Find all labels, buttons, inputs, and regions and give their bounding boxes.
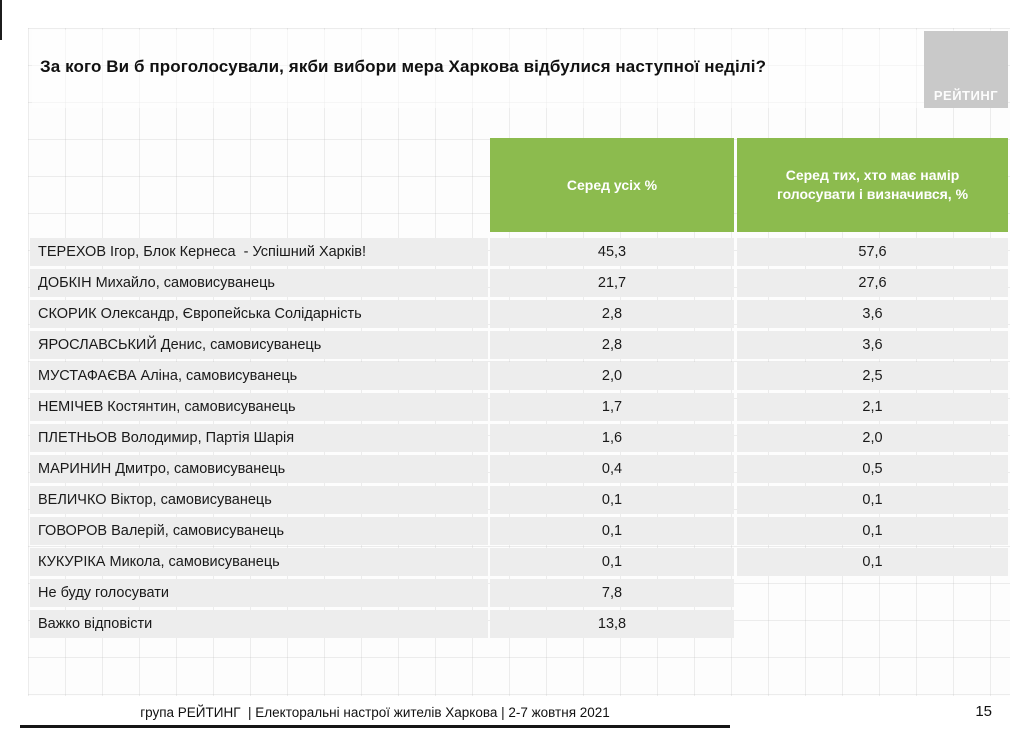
candidate-label: ПЛЕТНЬОВ Володимир, Партія Шарія	[30, 424, 488, 452]
table-body: ТЕРЕХОВ Ігор, Блок Кернеса - Успішний Ха…	[30, 238, 1008, 641]
value-among-all: 0,1	[490, 548, 734, 576]
value-among-all: 0,1	[490, 486, 734, 514]
value-among-all: 0,1	[490, 517, 734, 545]
candidate-label: ТЕРЕХОВ Ігор, Блок Кернеса - Успішний Ха…	[30, 238, 488, 266]
value-among-all: 2,0	[490, 362, 734, 390]
value-among-decided: 0,1	[737, 548, 1008, 576]
table-row: ПЛЕТНЬОВ Володимир, Партія Шарія 1,6 2,0	[30, 424, 1008, 452]
table-row: Важко відповісти 13,8	[30, 610, 1008, 638]
left-edge-artifact	[0, 0, 2, 40]
page-number: 15	[975, 703, 992, 720]
value-among-decided: 57,6	[737, 238, 1008, 266]
value-among-decided: 0,5	[737, 455, 1008, 483]
value-among-all: 1,7	[490, 393, 734, 421]
table-row: ЯРОСЛАВСЬКИЙ Денис, самовисуванець 2,8 3,6	[30, 331, 1008, 359]
value-among-all: 7,8	[490, 579, 734, 607]
value-among-all: 13,8	[490, 610, 734, 638]
table-row: ВЕЛИЧКО Віктор, самовисуванець 0,1 0,1	[30, 486, 1008, 514]
table-row: НЕМІЧЕВ Костянтин, самовисуванець 1,7 2,1	[30, 393, 1008, 421]
candidate-label: ГОВОРОВ Валерій, самовисуванець	[30, 517, 488, 545]
value-among-decided: 0,1	[737, 517, 1008, 545]
table-row: Не буду голосувати 7,8	[30, 579, 1008, 607]
candidate-label: НЕМІЧЕВ Костянтин, самовисуванець	[30, 393, 488, 421]
value-among-decided: 2,1	[737, 393, 1008, 421]
value-among-decided	[737, 579, 1008, 607]
footer: група РЕЙТИНГ | Електоральні настрої жит…	[20, 700, 730, 728]
candidate-label: МУСТАФАЄВА Аліна, самовисуванець	[30, 362, 488, 390]
page-title: За кого Ви б проголосували, якби вибори …	[40, 57, 767, 76]
value-among-decided: 3,6	[737, 331, 1008, 359]
value-among-all: 2,8	[490, 331, 734, 359]
value-among-decided	[737, 610, 1008, 638]
candidate-label: МАРИНИН Дмитро, самовисуванець	[30, 455, 488, 483]
value-among-all: 21,7	[490, 269, 734, 297]
column-header-among-all: Серед усіх %	[490, 138, 734, 232]
table-row: ТЕРЕХОВ Ігор, Блок Кернеса - Успішний Ха…	[30, 238, 1008, 266]
candidate-label: ВЕЛИЧКО Віктор, самовисуванець	[30, 486, 488, 514]
value-among-all: 1,6	[490, 424, 734, 452]
candidate-label: СКОРИК Олександр, Європейська Солідарніс…	[30, 300, 488, 328]
value-among-all: 0,4	[490, 455, 734, 483]
candidate-label: Важко відповісти	[30, 610, 488, 638]
value-among-decided: 0,1	[737, 486, 1008, 514]
rating-group-logo: РЕЙТИНГ	[924, 31, 1008, 108]
table-row: КУКУРІКА Микола, самовисуванець 0,1 0,1	[30, 548, 1008, 576]
value-among-decided: 3,6	[737, 300, 1008, 328]
table-row: ГОВОРОВ Валерій, самовисуванець 0,1 0,1	[30, 517, 1008, 545]
table-row: МАРИНИН Дмитро, самовисуванець 0,4 0,5	[30, 455, 1008, 483]
table-row: МУСТАФАЄВА Аліна, самовисуванець 2,0 2,5	[30, 362, 1008, 390]
value-among-all: 45,3	[490, 238, 734, 266]
candidate-label: КУКУРІКА Микола, самовисуванець	[30, 548, 488, 576]
candidate-label: Не буду голосувати	[30, 579, 488, 607]
rating-group-logo-text: РЕЙТИНГ	[933, 88, 999, 103]
column-header-among-decided: Серед тих, хто має намір голосувати і ви…	[737, 138, 1008, 232]
candidate-label: ЯРОСЛАВСЬКИЙ Денис, самовисуванець	[30, 331, 488, 359]
table-row: ДОБКІН Михайло, самовисуванець 21,7 27,6	[30, 269, 1008, 297]
title-band	[32, 30, 1008, 108]
value-among-decided: 2,5	[737, 362, 1008, 390]
table-row: СКОРИК Олександр, Європейська Солідарніс…	[30, 300, 1008, 328]
value-among-all: 2,8	[490, 300, 734, 328]
value-among-decided: 27,6	[737, 269, 1008, 297]
candidate-label: ДОБКІН Михайло, самовисуванець	[30, 269, 488, 297]
value-among-decided: 2,0	[737, 424, 1008, 452]
